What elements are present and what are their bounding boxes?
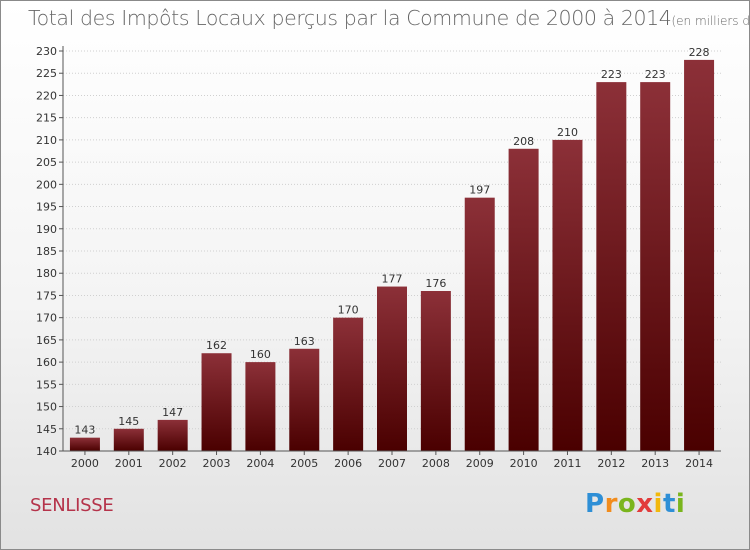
x-tick-label-2009: 2009 — [466, 457, 494, 470]
chart-title-main: Total des Impôts Locaux perçus par la Co… — [28, 6, 672, 30]
logo-letter: x — [636, 489, 654, 519]
bar-2008 — [420, 291, 451, 451]
y-tick-label: 225 — [36, 67, 57, 80]
x-tick-label-2006: 2006 — [334, 457, 362, 470]
y-tick-label: 190 — [36, 223, 57, 236]
value-label-2005: 163 — [294, 335, 315, 348]
x-tick-label-2010: 2010 — [510, 457, 538, 470]
logo-letter: o — [617, 489, 637, 519]
x-tick-label-2001: 2001 — [115, 457, 143, 470]
y-tick-label: 215 — [36, 112, 57, 125]
y-tick-label: 185 — [36, 245, 57, 258]
x-tick-label-2000: 2000 — [71, 457, 99, 470]
logo-letter: i — [653, 489, 663, 519]
value-label-2013: 223 — [645, 68, 666, 81]
chart-title: Total des Impôts Locaux perçus par la Co… — [28, 6, 750, 30]
y-tick-label: 195 — [36, 201, 57, 214]
x-tick-label-2012: 2012 — [597, 457, 625, 470]
logo-letter: r — [604, 489, 618, 519]
bar-2010 — [508, 148, 539, 451]
x-axis: 2000 2001 2002 2003 2004 2005 2006 2007 2008 2009… — [63, 450, 721, 470]
x-tick-label-2005: 2005 — [290, 457, 318, 470]
y-tick-label: 200 — [36, 178, 57, 191]
bar-2013 — [640, 82, 671, 451]
value-label-2004: 160 — [250, 348, 271, 361]
y-tick-label: 155 — [36, 378, 57, 391]
y-tick-label: 145 — [36, 423, 57, 436]
bar-2002 — [157, 419, 188, 451]
commune-name: SENLISSE — [30, 495, 114, 516]
value-label-2010: 208 — [513, 135, 534, 148]
bar-2014 — [684, 59, 715, 452]
y-tick-label: 205 — [36, 156, 57, 169]
bar-2011 — [552, 139, 583, 451]
chart-title-unit: (en milliers d'€) — [671, 14, 750, 28]
bar-2003 — [201, 353, 232, 451]
logo-letter: t — [662, 489, 676, 519]
y-tick-label: 210 — [36, 134, 57, 147]
y-axis: 140 145 150 155 160 165 170 175 180 185 190 195 200 2… — [36, 45, 64, 458]
bar-2007 — [377, 286, 407, 451]
x-tick-label-2013: 2013 — [641, 457, 669, 470]
y-tick-label: 220 — [36, 89, 57, 102]
value-label-2012: 223 — [601, 68, 622, 81]
value-label-2011: 210 — [557, 126, 578, 139]
y-tick-label: 175 — [36, 289, 57, 302]
value-label-2002: 147 — [162, 406, 183, 419]
x-tick-label-2011: 2011 — [553, 457, 581, 470]
y-tick-label: 180 — [36, 267, 57, 280]
logo-letter: i — [675, 489, 686, 519]
bar-2006 — [333, 317, 364, 451]
value-label-2009: 197 — [469, 184, 490, 197]
y-tick-label: 165 — [36, 334, 57, 347]
bar-2001 — [113, 428, 144, 451]
y-tick-label: 140 — [36, 445, 57, 458]
bar-2009 — [464, 197, 495, 451]
value-label-2000: 143 — [74, 424, 95, 437]
value-label-2006: 170 — [338, 304, 359, 317]
y-tick-label: 230 — [36, 45, 57, 58]
x-tick-label-2003: 2003 — [203, 457, 231, 470]
bar-2000 — [69, 437, 100, 451]
bar-2012 — [596, 82, 627, 451]
bar-2004 — [245, 362, 276, 451]
x-tick-label-2008: 2008 — [422, 457, 450, 470]
x-tick-label-2004: 2004 — [246, 457, 274, 470]
value-label-2003: 162 — [206, 339, 227, 352]
value-label-2001: 145 — [118, 415, 139, 428]
y-tick-label: 150 — [36, 401, 57, 414]
value-label-2014: 228 — [689, 46, 710, 59]
bar-2005 — [289, 348, 320, 451]
value-labels: 143 145 147 162 160 163 170 177 176 197 208 210 223 2… — [74, 46, 709, 437]
logo-letter: P — [585, 489, 605, 519]
value-label-2008: 176 — [425, 277, 446, 290]
x-tick-label-2014: 2014 — [685, 457, 713, 470]
bars — [69, 59, 715, 452]
value-label-2007: 177 — [382, 273, 403, 286]
y-tick-label: 170 — [36, 312, 57, 325]
x-tick-label-2007: 2007 — [378, 457, 406, 470]
y-tick-label: 160 — [36, 356, 57, 369]
proxiti-logo[interactable]: Proxiti — [585, 489, 685, 519]
x-tick-label-2002: 2002 — [159, 457, 187, 470]
